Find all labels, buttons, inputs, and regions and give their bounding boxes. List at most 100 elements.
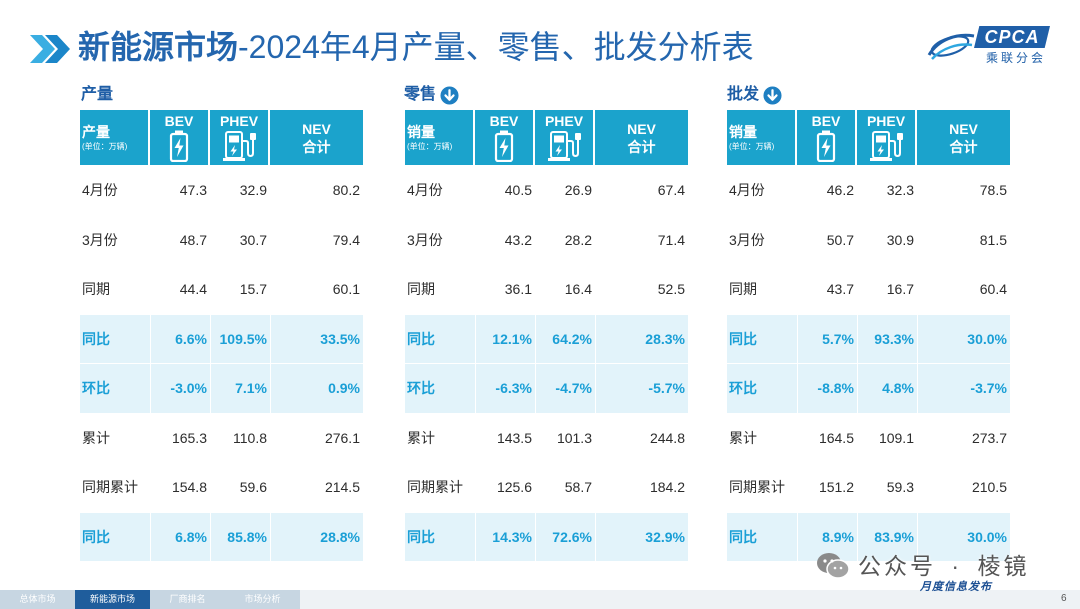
nev-value: -5.7%	[595, 364, 688, 413]
nev-value: 276.1	[324, 429, 360, 446]
header-bev-cell: BEV	[150, 110, 210, 165]
row-label: 同期	[82, 281, 110, 298]
row-label: 4月份	[82, 182, 118, 199]
nev-value: 214.5	[324, 479, 360, 496]
bev-value: 165.3	[171, 429, 207, 446]
section-retail-title: 零售	[404, 86, 437, 103]
row-label: 3月份	[82, 231, 118, 248]
phev-value: 58.7	[564, 479, 592, 496]
phev-value: 83.9%	[857, 512, 917, 561]
footer-tab-overall-market[interactable]: 总体市场	[19, 594, 56, 604]
table-header: 产量 (单位：万辆) BEV PHEV NEV 合计	[80, 110, 363, 165]
phev-value: 4.8%	[857, 364, 917, 413]
header-nev-label: NEV	[302, 120, 331, 137]
bev-value: 48.7	[179, 231, 207, 248]
bev-value: 6.8%	[150, 512, 210, 561]
header-nev-sub-label: 合计	[302, 138, 331, 155]
header-nev-label: NEV	[949, 120, 978, 137]
battery-icon	[816, 130, 836, 163]
bev-value: 40.5	[504, 182, 532, 199]
section-production: 产量	[81, 84, 113, 106]
bev-value: 47.3	[179, 182, 207, 199]
charging-station-icon	[869, 130, 903, 163]
table-row: 同比 8.9% 83.9% 30.0%	[727, 511, 1010, 561]
table-production: 产量 (单位：万辆) BEV PHEV NEV 合计 4月份 47.3 32.9 80.2 3月份 4…	[80, 110, 363, 561]
bev-value: -3.0%	[150, 364, 210, 413]
header-nev-cell: NEV 合计	[270, 110, 363, 165]
footer-tab-nev-market[interactable]: 新能源市场	[75, 590, 150, 609]
cpca-swoosh-icon	[927, 33, 975, 60]
header-phev-cell: PHEV	[210, 110, 270, 165]
header-nev-sub-label: 合计	[627, 138, 656, 155]
row-label: 同比	[405, 512, 475, 561]
header-bev-label: BEV	[811, 113, 841, 129]
nev-value: -3.7%	[917, 364, 1010, 413]
bev-value: 143.5	[496, 429, 532, 446]
footer-bar: 总体市场 新能源市场 厂商排名 市场分析	[0, 590, 1080, 609]
header-metric-label: 销量	[729, 123, 757, 140]
nev-value: 28.8%	[270, 512, 363, 561]
table-row: 同期累计 125.6 58.7 184.2	[405, 462, 688, 512]
row-label: 环比	[405, 364, 475, 413]
page-number: 6	[1061, 593, 1067, 604]
header-phev-label: PHEV	[866, 113, 906, 129]
table-row: 环比 -8.8% 4.8% -3.7%	[727, 363, 1010, 413]
section-retail: 零售	[404, 84, 459, 106]
table-row: 同比 5.7% 93.3% 30.0%	[727, 313, 1010, 363]
header-bev-label: BEV	[164, 113, 194, 129]
phev-value: 32.3	[886, 182, 914, 199]
table-row: 累计 165.3 110.8 276.1	[80, 412, 363, 463]
table-row: 环比 -3.0% 7.1% 0.9%	[80, 363, 363, 413]
row-label: 3月份	[407, 231, 443, 248]
watermark-text: 公众号 · 棱镜	[858, 553, 1030, 579]
nev-value: 30.0%	[917, 512, 1010, 561]
table-row: 4月份 40.5 26.9 67.4	[405, 165, 688, 215]
watermark: 公众号 · 棱镜	[816, 551, 1029, 581]
row-label: 同比	[80, 512, 150, 561]
header-unit-label: (单位：万辆)	[729, 141, 775, 151]
nev-value: 71.4	[657, 231, 685, 248]
nev-value: 0.9%	[270, 364, 363, 413]
table-row: 累计 143.5 101.3 244.8	[405, 412, 688, 463]
footer-tab-market-analysis[interactable]: 市场分析	[244, 594, 281, 604]
table-retail: 销量 (单位：万辆) BEV PHEV NEV 合计 4月份 40.5 26.9 67.4 3月份 4…	[405, 110, 688, 561]
page-title: 新能源市场-2024年4月产量、零售、批发分析表	[78, 26, 754, 68]
header-metric-label: 产量	[82, 123, 110, 140]
phev-value: 30.9	[886, 231, 914, 248]
bev-value: 154.8	[171, 479, 207, 496]
phev-value: 101.3	[556, 429, 592, 446]
header-unit-label: (单位：万辆)	[82, 141, 128, 151]
bev-value: 151.2	[818, 479, 854, 496]
bev-value: 125.6	[496, 479, 532, 496]
footer-tab-maker-ranking[interactable]: 厂商排名	[169, 594, 206, 604]
phev-value: 28.2	[564, 231, 592, 248]
nev-value: 79.4	[332, 231, 360, 248]
nev-value: 80.2	[332, 182, 360, 199]
phev-value: 72.6%	[535, 512, 595, 561]
phev-value: 16.7	[886, 281, 914, 298]
table-row: 同期累计 151.2 59.3 210.5	[727, 462, 1010, 512]
header-metric-cell: 产量 (单位：万辆)	[80, 110, 150, 165]
header-bev-label: BEV	[489, 113, 519, 129]
nev-value: 273.7	[971, 429, 1007, 446]
phev-value: 26.9	[564, 182, 592, 199]
bev-value: 12.1%	[475, 314, 535, 363]
bev-value: 8.9%	[797, 512, 857, 561]
section-wholesale-title: 批发	[727, 86, 760, 103]
nev-value: 81.5	[979, 231, 1007, 248]
row-label: 4月份	[729, 182, 765, 199]
page-title-bold: 新能源市场	[78, 29, 239, 65]
header-phev-label: PHEV	[219, 113, 259, 129]
row-label: 累计	[729, 429, 757, 446]
row-label: 同期累计	[407, 479, 463, 496]
row-label: 同比	[405, 314, 475, 363]
header-phev-label: PHEV	[544, 113, 584, 129]
arrow-down-circle-icon	[440, 85, 459, 105]
battery-icon	[494, 130, 514, 163]
table-row: 同比 12.1% 64.2% 28.3%	[405, 313, 688, 363]
table-row: 同期累计 154.8 59.6 214.5	[80, 462, 363, 512]
row-label: 同比	[80, 314, 150, 363]
row-label: 4月份	[407, 182, 443, 199]
phev-value: 7.1%	[210, 364, 270, 413]
logo-name-text: 乘联分会	[986, 51, 1047, 65]
